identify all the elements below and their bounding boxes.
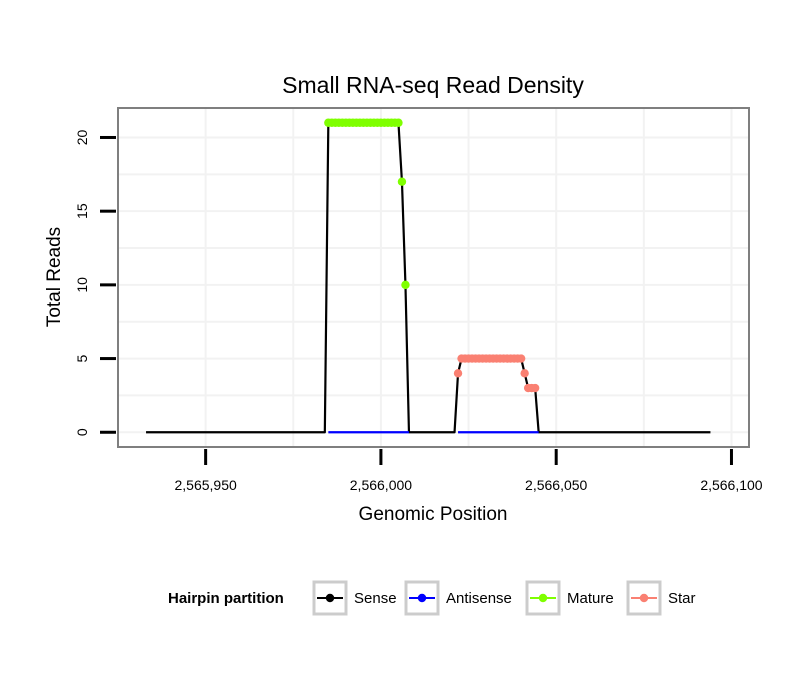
x-axis-tick-label: 2,566,000	[350, 477, 412, 493]
legend-key-point-antisense	[417, 593, 427, 603]
star-point	[516, 354, 526, 363]
legend-key-point-sense	[325, 593, 335, 603]
legend-key-point-mature	[538, 593, 548, 603]
legend-title: Hairpin partition	[168, 590, 284, 607]
grid	[118, 108, 749, 447]
star-point	[453, 369, 463, 378]
sense-line	[146, 121, 711, 434]
y-axis-tick-label: 0	[74, 428, 90, 436]
mature-point	[397, 177, 407, 186]
mature-point	[401, 280, 410, 290]
x-axis-tick-label: 2,566,050	[525, 477, 587, 493]
legend-label-mature: Mature	[567, 590, 614, 607]
legend: Hairpin partition Sense Antisense Mature St…	[168, 580, 696, 616]
legend-label-antisense: Antisense	[446, 590, 512, 607]
axes: 2,565,950 2,566,000 2,566,050 2,566,100 0 5 10…	[74, 129, 763, 493]
y-axis-tick-label: 10	[74, 277, 90, 293]
y-axis-tick-label: 5	[74, 354, 90, 362]
legend-label-sense: Sense	[354, 590, 397, 607]
mature-point	[394, 118, 403, 127]
legend-key-point-star	[639, 593, 649, 603]
y-axis-tick-label: 15	[74, 203, 90, 219]
legend-label-star: Star	[668, 590, 696, 607]
star-point	[520, 369, 529, 378]
plot-border	[117, 107, 750, 448]
x-axis-label: Genomic Position	[359, 504, 508, 525]
y-axis-label: Total Reads	[44, 227, 65, 327]
x-axis-tick-label: 2,565,950	[174, 477, 236, 493]
star-point	[530, 383, 540, 393]
chart-title: Small RNA-seq Read Density	[282, 72, 584, 98]
series-layer	[146, 118, 711, 434]
y-axis-tick-label: 20	[74, 129, 90, 145]
legend-items: Sense Antisense Mature Star	[312, 580, 696, 616]
x-axis-tick-label: 2,566,100	[700, 477, 762, 493]
